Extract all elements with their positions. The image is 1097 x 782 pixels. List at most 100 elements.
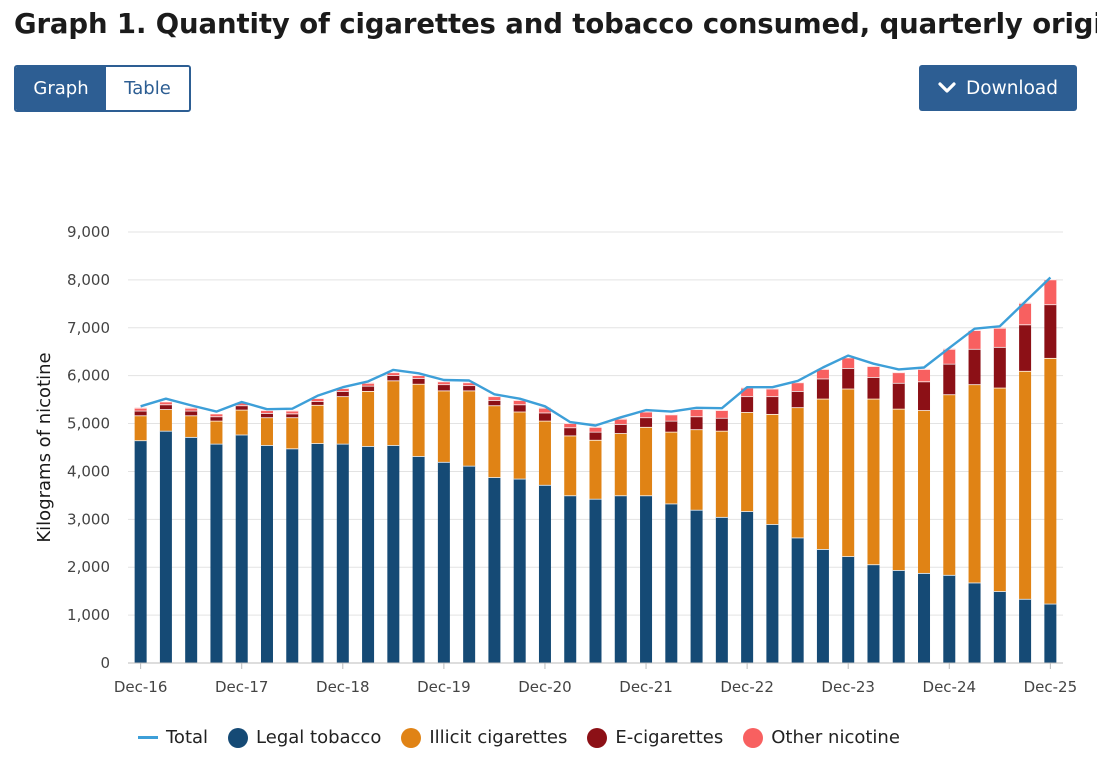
bar-separator: [185, 415, 198, 417]
bar-ecig: [210, 416, 223, 421]
bar-separator: [185, 407, 198, 409]
bar-other: [564, 423, 577, 428]
bar-separator: [286, 410, 299, 412]
bar-illicit: [816, 398, 829, 550]
bar-separator: [1044, 304, 1057, 306]
bar-illicit: [488, 405, 501, 478]
bar-other: [614, 418, 627, 425]
bar-separator: [134, 407, 147, 409]
bar-legal: [791, 537, 804, 663]
bar-separator: [640, 495, 653, 497]
bar-other: [463, 382, 476, 386]
bar-separator: [943, 363, 956, 365]
x-tick-label: Dec-17: [215, 678, 269, 696]
bar-separator: [513, 400, 526, 401]
bar-ecig: [134, 410, 147, 416]
bar-separator: [311, 404, 324, 406]
bar-other: [362, 382, 375, 386]
bar-legal: [210, 443, 223, 663]
bar-separator: [564, 423, 577, 424]
bar-illicit: [766, 413, 779, 525]
bar-separator: [1019, 370, 1032, 372]
bar-separator: [362, 390, 375, 392]
bar-separator: [589, 431, 602, 433]
bar-legal: [185, 436, 198, 663]
bar-legal: [412, 456, 425, 663]
bar-separator: [463, 465, 476, 467]
bar-other: [665, 414, 678, 421]
bar-separator: [336, 390, 349, 392]
bar-separator: [235, 405, 248, 407]
bar-separator: [816, 549, 829, 550]
bar-ecig: [488, 400, 501, 406]
bar-separator: [918, 410, 931, 411]
bar-other: [311, 398, 324, 402]
bar-separator: [387, 375, 400, 376]
bar-other: [968, 330, 981, 349]
bar-other: [715, 410, 728, 418]
y-tick-label: 3,000: [67, 510, 110, 528]
bar-separator: [286, 413, 299, 415]
legend-item-ecig[interactable]: E-cigarettes: [587, 727, 723, 748]
bar-illicit: [968, 384, 981, 583]
bar-other: [1044, 279, 1057, 305]
bar-separator: [235, 434, 248, 436]
y-tick-label: 4,000: [67, 462, 110, 480]
bar-separator: [766, 413, 779, 415]
table-tab[interactable]: Table: [106, 67, 189, 110]
bar-separator: [993, 346, 1006, 348]
bar-separator: [918, 572, 931, 574]
bar-separator: [614, 418, 627, 420]
bar-separator: [665, 414, 678, 416]
legend-item-legal[interactable]: Legal tobacco: [228, 727, 381, 748]
bar-other: [387, 372, 400, 376]
bar-legal: [235, 434, 248, 663]
bar-separator: [791, 407, 804, 409]
bar-other: [892, 372, 905, 383]
bar-illicit: [993, 387, 1006, 592]
bar-ecig: [286, 413, 299, 418]
bar-separator: [614, 495, 627, 497]
bar-separator: [867, 366, 880, 367]
bar-separator: [437, 381, 450, 383]
bar-ecig: [665, 420, 678, 432]
bar-legal: [463, 465, 476, 663]
bar-ecig: [943, 363, 956, 395]
bar-legal: [892, 570, 905, 663]
graph-tab[interactable]: Graph: [16, 67, 106, 110]
bar-separator: [1044, 279, 1057, 281]
legend-item-other[interactable]: Other nicotine: [743, 727, 900, 748]
legend-item-total[interactable]: Total: [138, 727, 208, 748]
legend-item-illicit[interactable]: Illicit cigarettes: [401, 727, 567, 748]
bar-legal: [766, 524, 779, 663]
chart-legend: Total Legal tobacco Illicit cigarettes E…: [138, 727, 920, 748]
bar-illicit: [412, 383, 425, 457]
bar-separator: [564, 495, 577, 497]
bar-illicit: [362, 390, 375, 447]
legend-label-total: Total: [166, 727, 209, 748]
x-tick-label: Dec-16: [114, 678, 168, 696]
bar-separator: [336, 443, 349, 445]
bar-separator: [993, 591, 1006, 592]
bar-illicit: [690, 429, 703, 510]
bar-separator: [968, 582, 981, 584]
legend-label-other: Other nicotine: [771, 727, 900, 748]
bar-illicit: [943, 394, 956, 575]
bar-illicit: [715, 430, 728, 517]
bar-ecig: [791, 390, 804, 408]
bar-other: [867, 366, 880, 378]
bar-separator: [867, 377, 880, 378]
bar-legal: [437, 461, 450, 663]
download-button[interactable]: Download: [919, 65, 1077, 111]
bar-separator: [867, 564, 880, 566]
bar-separator: [816, 368, 829, 370]
bar-legal: [488, 477, 501, 663]
bar-other: [488, 396, 501, 401]
bar-separator: [842, 388, 855, 390]
bar-separator: [311, 401, 324, 402]
bar-separator: [715, 410, 728, 411]
bar-separator: [210, 413, 223, 415]
y-tick-label: 9,000: [67, 223, 110, 241]
bar-separator: [336, 388, 349, 389]
bar-ecig: [437, 384, 450, 391]
